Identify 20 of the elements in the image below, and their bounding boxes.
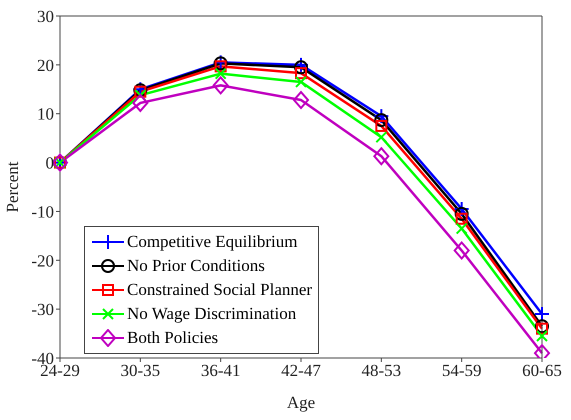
y-axis-title: Percent xyxy=(3,161,22,212)
y-tick-label: -20 xyxy=(31,251,54,270)
legend-label: No Prior Conditions xyxy=(127,256,265,276)
y-tick-label: -30 xyxy=(31,300,54,320)
legend-label: Competitive Equilibrium xyxy=(127,232,298,252)
y-tick-label: 0 xyxy=(46,154,54,173)
legend-label: Both Policies xyxy=(127,328,218,348)
y-tick-label: -10 xyxy=(31,202,54,222)
legend-label: No Wage Discrimination xyxy=(127,304,296,324)
x-tick-label: 30-35 xyxy=(120,361,160,380)
x-tick-label: 54-59 xyxy=(442,361,482,380)
x-tick-label: 60-65 xyxy=(522,361,562,380)
x-tick-label: 36-41 xyxy=(200,361,241,380)
x-tick-label: 48-53 xyxy=(361,361,402,380)
y-tick-label: 20 xyxy=(37,56,54,75)
y-tick-label: 10 xyxy=(37,104,54,124)
x-tick-label: 42-47 xyxy=(281,361,322,380)
legend-label: Constrained Social Planner xyxy=(127,280,312,300)
y-tick-label: 30 xyxy=(37,7,54,26)
x-axis-title: Age xyxy=(286,393,316,412)
